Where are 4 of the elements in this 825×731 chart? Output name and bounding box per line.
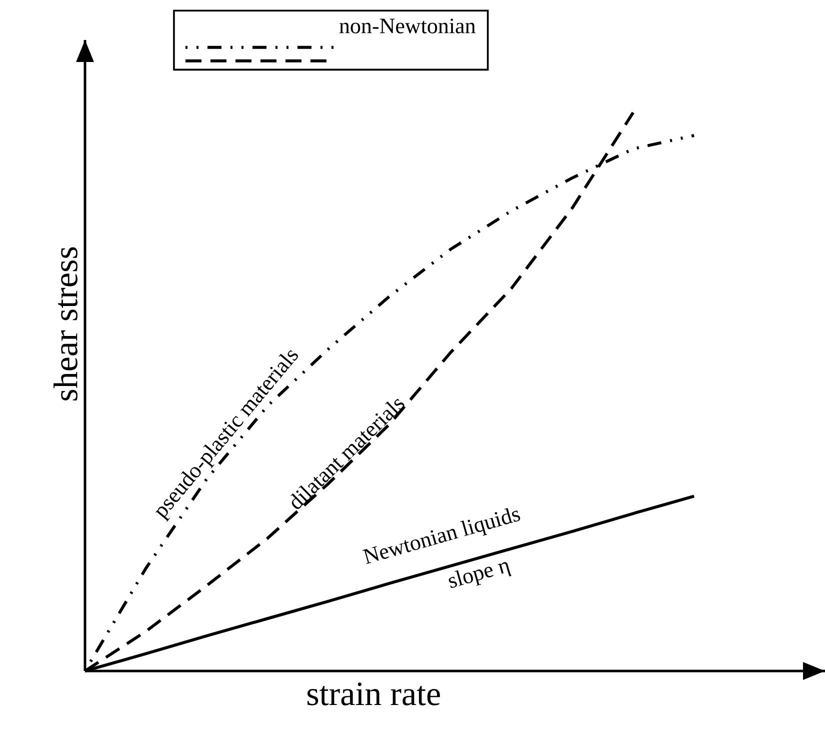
y-axis-title: shear stress [54, 247, 78, 400]
x-axis-title: strain rate [308, 682, 440, 706]
legend-title: non-Newtonian [339, 18, 476, 34]
annotation: slope η [448, 562, 512, 588]
